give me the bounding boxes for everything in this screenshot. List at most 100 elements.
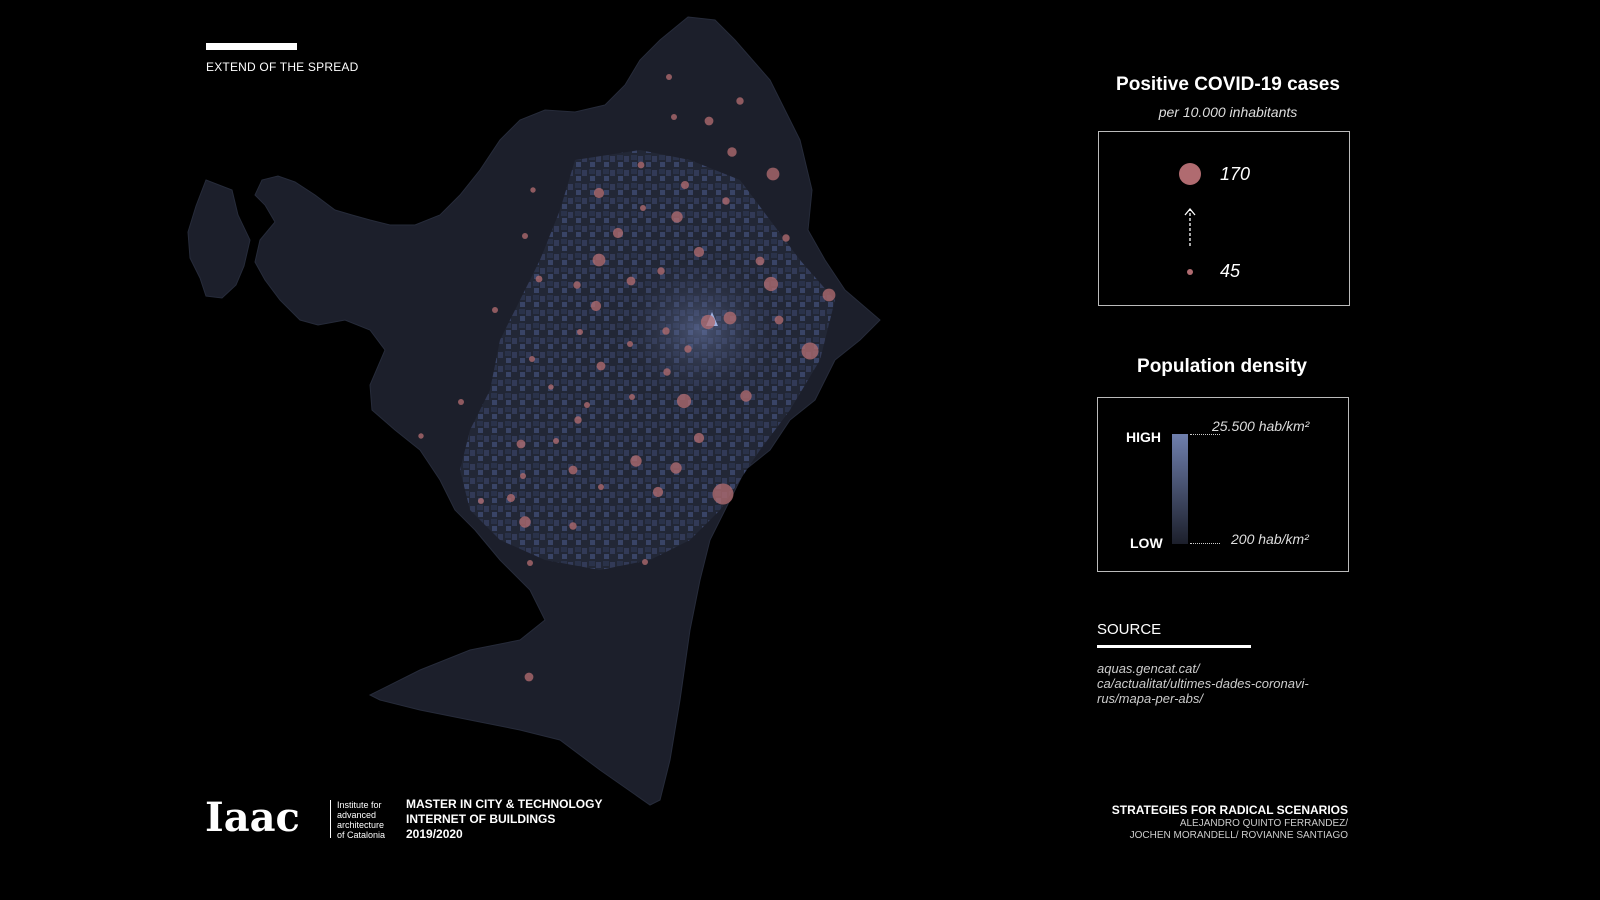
covid-case-bubble — [766, 167, 780, 181]
covid-case-bubble — [529, 356, 535, 362]
logo-divider — [330, 800, 331, 838]
institute-line: of Catalonia — [337, 830, 386, 840]
covid-case-bubble — [671, 114, 677, 120]
barcelona-map — [187, 16, 881, 806]
covid-case-bubble — [584, 402, 590, 408]
covid-case-bubble — [666, 74, 672, 80]
covid-case-bubble — [629, 394, 635, 400]
covid-case-bubble — [676, 393, 692, 409]
source-url-line: ca/actualitat/ultimes-dades-coronavi- — [1097, 676, 1309, 691]
covid-case-bubble — [627, 341, 633, 347]
covid-case-bubble — [478, 498, 484, 504]
covid-case-bubble — [568, 465, 578, 475]
high-leader-line — [1190, 434, 1220, 435]
source-url-line: rus/mapa-per-abs/ — [1097, 691, 1203, 706]
covid-case-bubble — [524, 672, 534, 682]
density-gradient-bar — [1172, 434, 1188, 544]
covid-case-bubble — [822, 288, 836, 302]
program-line: INTERNET OF BUILDINGS — [406, 812, 556, 826]
program-line: MASTER IN CITY & TECHNOLOGY — [406, 797, 603, 811]
covid-case-bubble — [670, 462, 682, 474]
covid-case-bubble — [684, 345, 692, 353]
density-legend-title: Population density — [1137, 356, 1307, 377]
project-title: STRATEGIES FOR RADICAL SCENARIOS — [1111, 803, 1348, 817]
cases-legend-title: Positive COVID-19 cases — [1116, 74, 1340, 95]
map-heading: EXTEND OF THE SPREAD — [206, 60, 359, 74]
covid-case-bubble — [755, 256, 765, 266]
covid-case-bubble — [693, 246, 705, 258]
arrow-up-icon — [1184, 207, 1196, 246]
institute-name: Institute for advanced architecture of C… — [337, 800, 385, 840]
density-high-value: 25.500 hab/km² — [1212, 418, 1310, 434]
program-line: 2019/2020 — [406, 827, 463, 841]
covid-case-bubble — [553, 438, 559, 444]
covid-case-bubble — [626, 276, 636, 286]
covid-case-bubble — [574, 416, 582, 424]
covid-case-bubble — [598, 484, 604, 490]
author-line: JOCHEN MORANDELL/ ROVIANNE SANTIAGO — [1129, 830, 1348, 841]
covid-case-bubble — [592, 253, 606, 267]
covid-case-bubble — [727, 147, 737, 157]
legend-bubble-max — [1179, 163, 1201, 185]
covid-case-bubble — [663, 368, 671, 376]
legend-min-value: 45 — [1220, 261, 1241, 281]
legend-bubble-min — [1187, 269, 1193, 275]
covid-case-bubble — [782, 234, 790, 242]
project-authors: ALEJANDRO QUINTO FERRANDEZ/ JOCHEN MORAN… — [1088, 818, 1348, 842]
author-line: ALEJANDRO QUINTO FERRANDEZ/ — [1179, 818, 1348, 829]
density-high-label: HIGH — [1126, 429, 1161, 445]
covid-case-bubble — [722, 197, 730, 205]
covid-bubbles — [418, 74, 836, 682]
covid-case-bubble — [637, 161, 645, 169]
institute-line: advanced — [337, 810, 377, 820]
covid-case-bubble — [527, 560, 533, 566]
covid-case-bubble — [700, 314, 716, 330]
covid-case-bubble — [418, 433, 424, 439]
density-hotspot — [610, 250, 790, 410]
covid-case-bubble — [530, 187, 536, 193]
covid-case-bubble — [573, 281, 581, 289]
covid-case-bubble — [630, 455, 642, 467]
covid-case-bubble — [657, 267, 665, 275]
covid-case-bubble — [642, 559, 648, 565]
covid-case-bubble — [723, 311, 737, 325]
cases-legend-box: 170 45 — [1098, 131, 1350, 306]
header-rule — [206, 43, 297, 50]
covid-case-bubble — [520, 473, 526, 479]
covid-case-bubble — [652, 486, 664, 498]
covid-case-bubble — [516, 439, 526, 449]
density-low-value: 200 hab/km² — [1231, 531, 1309, 547]
covid-case-bubble — [458, 399, 464, 405]
covid-case-bubble — [492, 307, 498, 313]
covid-case-bubble — [662, 327, 670, 335]
program-info: MASTER IN CITY & TECHNOLOGY INTERNET OF … — [406, 797, 602, 842]
covid-case-bubble — [671, 211, 683, 223]
covid-case-bubble — [577, 329, 583, 335]
covid-case-bubble — [612, 227, 624, 239]
legend-max-value: 170 — [1220, 164, 1251, 184]
covid-case-bubble — [681, 181, 689, 189]
covid-case-bubble — [519, 516, 531, 528]
institute-line: architecture — [337, 820, 385, 830]
source-url[interactable]: aquas.gencat.cat/ ca/actualitat/ultimes-… — [1097, 661, 1309, 706]
covid-case-bubble — [736, 97, 744, 105]
covid-case-bubble — [535, 275, 543, 283]
covid-case-bubble — [801, 342, 819, 360]
covid-case-bubble — [569, 522, 577, 530]
covid-case-bubble — [740, 390, 752, 402]
covid-case-bubble — [712, 483, 734, 505]
source-rule — [1097, 645, 1251, 648]
covid-case-bubble — [507, 494, 515, 502]
low-leader-line — [1190, 543, 1220, 544]
cases-legend-subtitle: per 10.000 inhabitants — [1158, 104, 1298, 120]
covid-case-bubble — [593, 187, 605, 199]
covid-case-bubble — [693, 432, 705, 444]
covid-case-bubble — [640, 205, 646, 211]
covid-case-bubble — [763, 276, 779, 292]
iaac-logo: Iaac — [205, 794, 300, 841]
density-low-label: LOW — [1130, 535, 1163, 551]
covid-case-bubble — [590, 300, 602, 312]
covid-case-bubble — [774, 315, 784, 325]
source-title: SOURCE — [1097, 621, 1162, 638]
source-url-line: aquas.gencat.cat/ — [1097, 661, 1200, 676]
